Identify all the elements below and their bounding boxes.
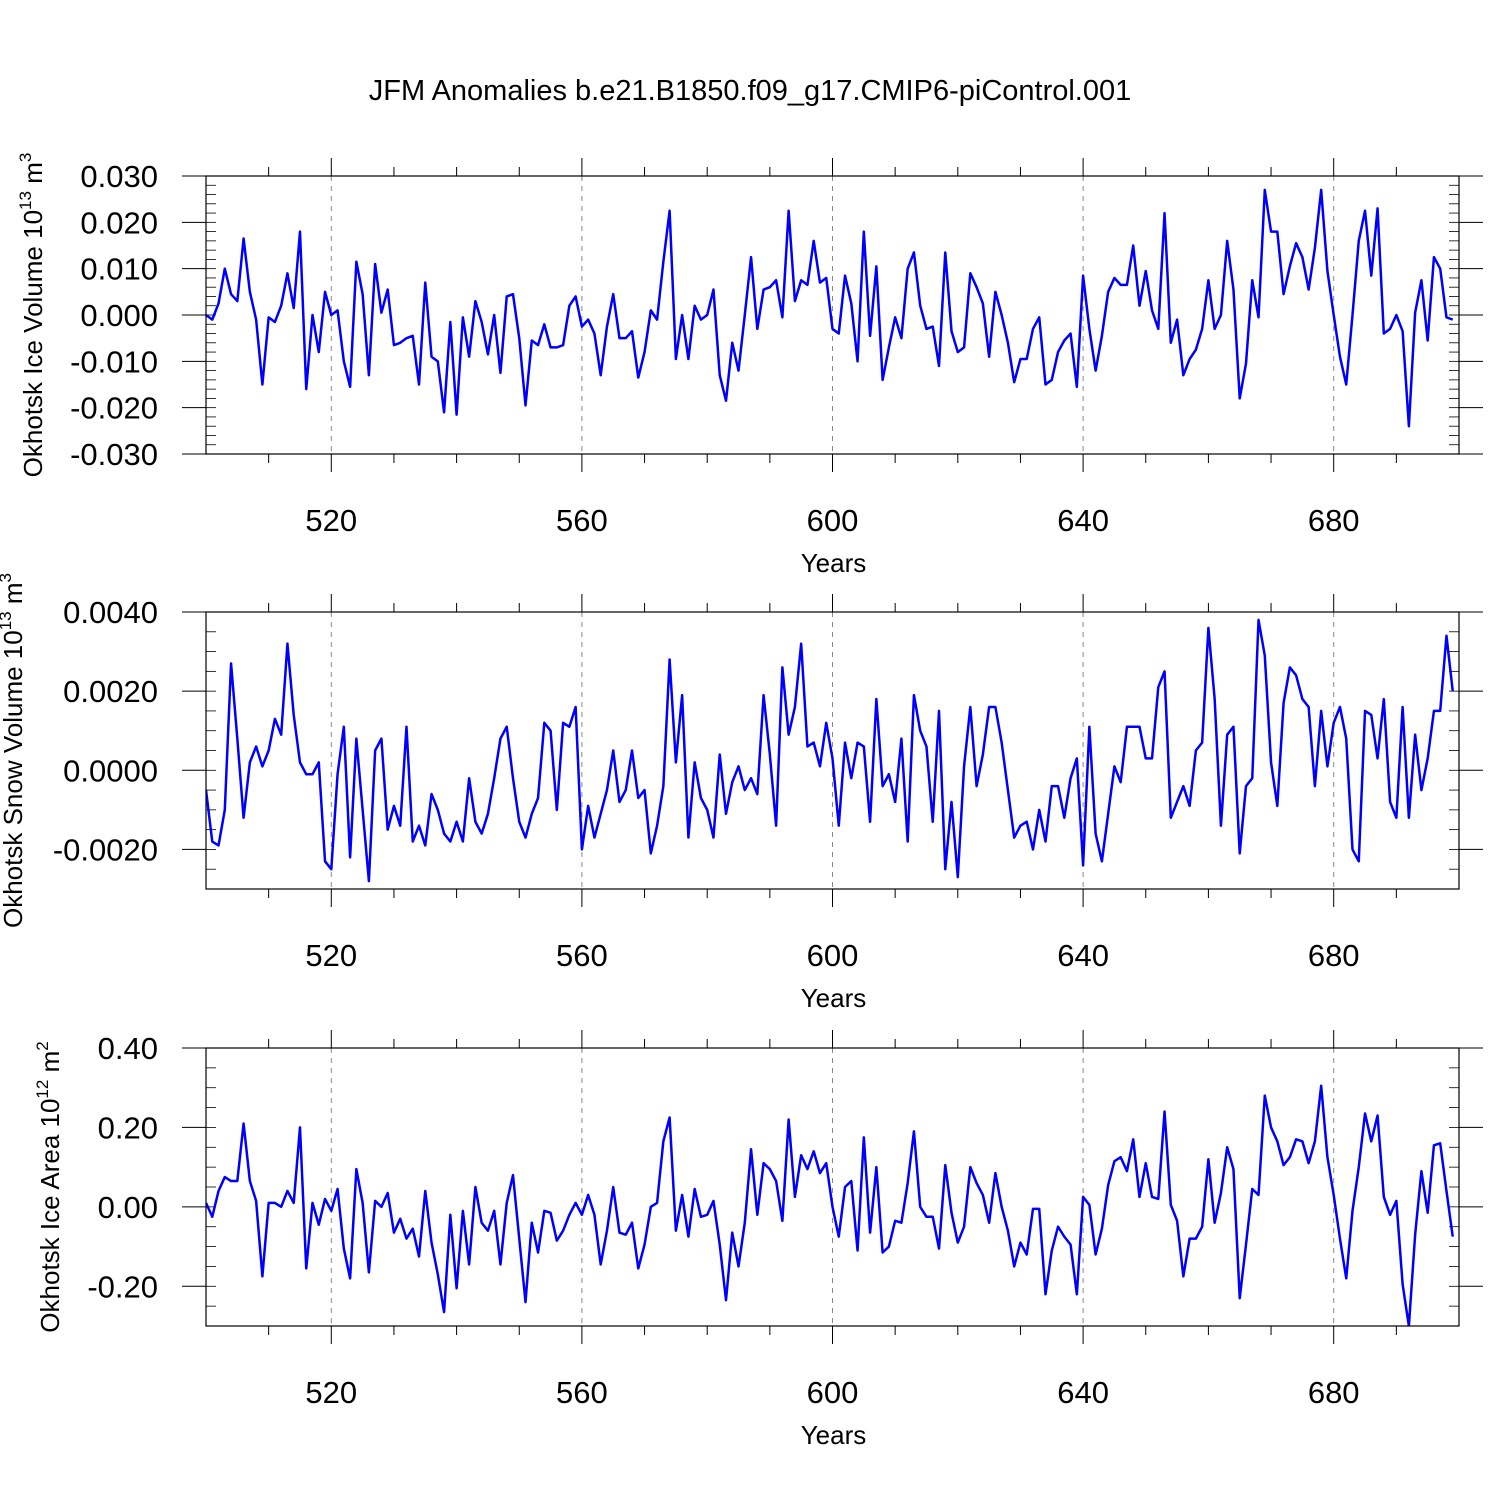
- snow-volume-x-tick-label: 560: [556, 938, 608, 973]
- ice-volume-series-line: [206, 188, 1454, 428]
- snow-volume-y-axis-label: Okhotsk Snow Volume 1013 m3: [0, 573, 28, 928]
- ice-area-x-tick-label: 560: [556, 1375, 608, 1410]
- ice-area-y-tick-label: -0.20: [87, 1269, 158, 1304]
- ice-volume-y-axis-label: Okhotsk Ice Volume 1013 m3: [16, 153, 48, 478]
- ice-volume-x-tick-label: 560: [556, 503, 608, 538]
- ice-area-y-tick-label: 0.00: [98, 1190, 158, 1225]
- snow-volume-x-axis-label: Years: [801, 983, 867, 1013]
- snow-volume-x-tick-label: 600: [807, 938, 859, 973]
- ice-volume-y-tick-label: -0.010: [70, 344, 158, 379]
- ice-area-x-axis-label: Years: [801, 1420, 867, 1450]
- ice-volume-x-axis-label: Years: [801, 548, 867, 578]
- snow-volume-panel: -0.0020 0.0000 0.0020 0.0040 520 560 600 640 680…: [0, 573, 1483, 1013]
- snow-volume-y-tick-label: -0.0020: [53, 832, 158, 867]
- ice-volume-x-tick-label: 680: [1308, 503, 1360, 538]
- ice-volume-y-tick-label: -0.020: [70, 391, 158, 426]
- ice-area-plot-frame: [205, 1047, 1460, 1327]
- snow-volume-series-line: [206, 618, 1454, 883]
- ice-volume-y-tick-label: 0.030: [80, 159, 158, 194]
- snow-volume-y-tick-label: 0.0020: [63, 674, 158, 709]
- ice-volume-x-tick-label: 520: [305, 503, 357, 538]
- ice-area-y-tick-label: 0.20: [98, 1110, 158, 1145]
- snow-volume-x-tick-label: 520: [305, 938, 357, 973]
- snow-volume-y-tick-label: 0.0040: [63, 595, 158, 630]
- ice-volume-y-tick-label: 0.010: [80, 252, 158, 287]
- ice-area-x-tick-label: 640: [1057, 1375, 1109, 1410]
- snow-volume-x-tick-label: 640: [1057, 938, 1109, 973]
- snow-volume-x-tick-label: 680: [1308, 938, 1360, 973]
- ice-volume-panel: -0.030 -0.020 -0.010 0.000 0.010 0.020 0.030 52…: [16, 153, 1483, 578]
- ice-area-y-axis-label: Okhotsk Ice Area 1012 m2: [33, 1041, 65, 1332]
- figure-title: JFM Anomalies b.e21.B1850.f09_g17.CMIP6-…: [369, 75, 1132, 107]
- ice-volume-x-tick-label: 640: [1057, 503, 1109, 538]
- ice-volume-y-tick-label: 0.020: [80, 205, 158, 240]
- ice-volume-y-tick-label: -0.030: [70, 437, 158, 472]
- snow-volume-plot-frame: [205, 611, 1460, 890]
- ice-area-x-tick-label: 520: [305, 1375, 357, 1410]
- ice-area-series-line: [206, 1084, 1454, 1326]
- ice-area-y-tick-label: 0.40: [98, 1031, 158, 1066]
- snow-volume-y-tick-label: 0.0000: [63, 753, 158, 788]
- ice-volume-y-tick-label: 0.000: [80, 298, 158, 333]
- ice-volume-x-tick-label: 600: [807, 503, 859, 538]
- ice-area-x-tick-label: 680: [1308, 1375, 1360, 1410]
- ice-volume-plot-frame: [205, 175, 1460, 455]
- ice-area-x-tick-label: 600: [807, 1375, 859, 1410]
- ice-area-panel: -0.20 0.00 0.20 0.40 520 560 600 640 680 Years Okh…: [33, 1030, 1483, 1450]
